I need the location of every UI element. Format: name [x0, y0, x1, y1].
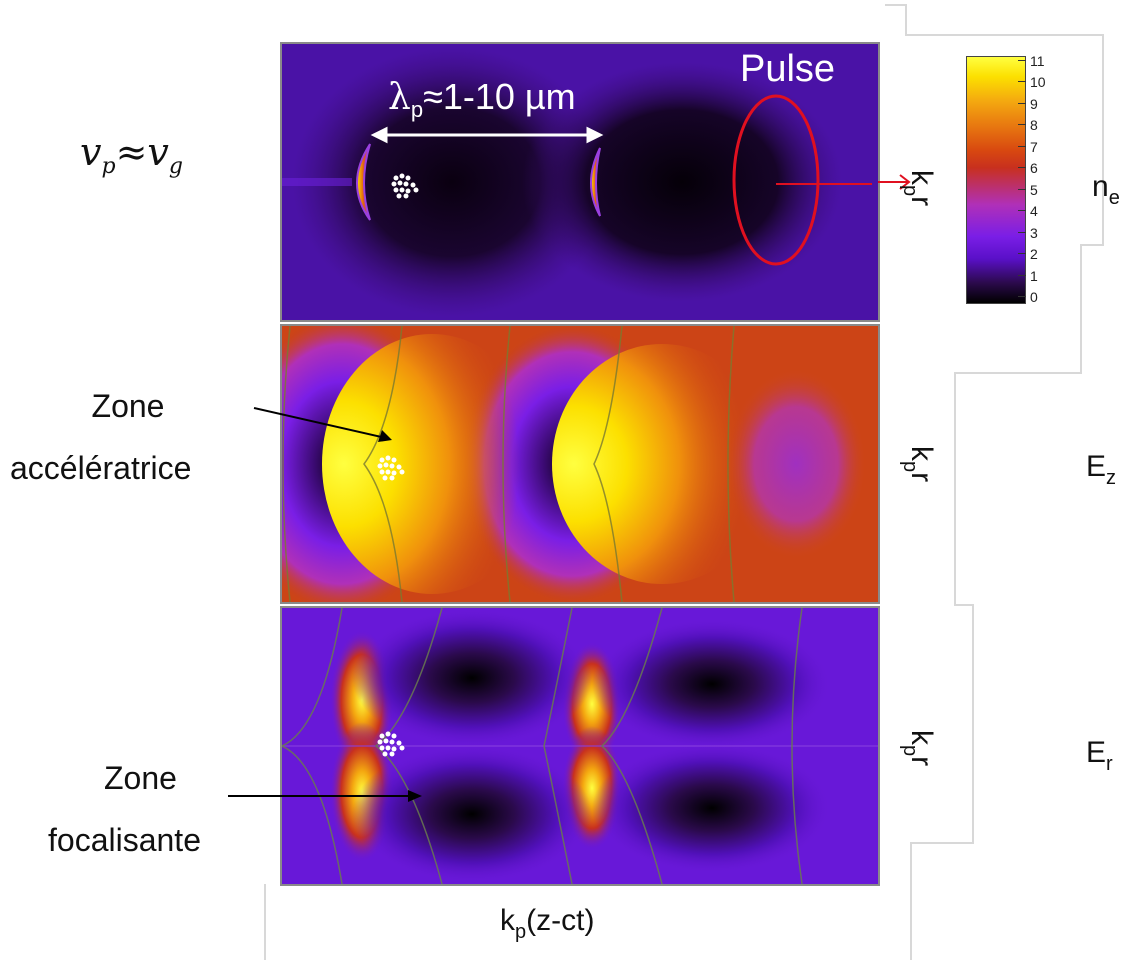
- axis-label-kpr-1: kpr: [899, 169, 939, 207]
- pulse-label: Pulse: [740, 48, 836, 90]
- colorbar-tick-mark: [1018, 296, 1026, 297]
- frame-line: [264, 884, 266, 960]
- frame-line: [905, 4, 907, 34]
- zone-focalisante-label-2: focalisante: [48, 822, 201, 858]
- density-panel: [280, 42, 880, 322]
- colorbar-tick-label: 5: [1030, 181, 1038, 198]
- colorbar-tick-label: 9: [1030, 95, 1038, 112]
- colorbar-tick-label: 3: [1030, 224, 1038, 241]
- arrow-focal-icon: [228, 790, 422, 802]
- colorbar: [966, 56, 1026, 304]
- frame-line: [954, 604, 974, 606]
- wavelength-label: λp≈1-10 µm: [388, 76, 576, 122]
- pulse-arrow-icon: [878, 174, 911, 190]
- axis-label-kpr-3: kpr: [899, 729, 939, 767]
- frame-line: [905, 34, 1103, 36]
- colorbar-tick-mark: [1018, 188, 1026, 190]
- colorbar-tick-mark: [1018, 274, 1026, 276]
- colorbar-tick-label: 11: [1030, 53, 1045, 69]
- electron-bunch-icon: [377, 731, 405, 757]
- electron-bunch-icon: [377, 455, 405, 481]
- frame-line: [1080, 244, 1082, 372]
- ez-field-panel: [280, 324, 880, 604]
- colorbar-tick-mark: [1018, 81, 1026, 83]
- frame-line: [954, 372, 1082, 374]
- frame-line: [910, 842, 974, 844]
- label-ne: ne: [1092, 170, 1120, 209]
- colorbar-tick-label: 10: [1030, 74, 1046, 91]
- colorbar-tick-label: 1: [1030, 267, 1038, 284]
- colorbar-tick-mark: [1018, 210, 1026, 212]
- colorbar-tick-label: 0: [1030, 289, 1038, 305]
- colorbar-tick-mark: [1018, 124, 1026, 126]
- electron-bunch-icon: [391, 173, 419, 199]
- colorbar-tick-mark: [1018, 60, 1026, 61]
- phase-group-velocity-formula: vp≈vg: [80, 130, 183, 179]
- colorbar-tick-label: 4: [1030, 203, 1038, 220]
- colorbar-tick-label: 6: [1030, 160, 1038, 177]
- frame-line: [972, 604, 974, 844]
- frame-line: [1102, 34, 1104, 244]
- zone-focalisante-label: Zone: [104, 760, 177, 796]
- axis-label-kp-z-ct: kp(z-ct): [500, 904, 595, 943]
- colorbar-tick-mark: [1018, 167, 1026, 169]
- colorbar-tick-mark: [1018, 253, 1026, 255]
- colorbar-tick-label: 7: [1030, 138, 1038, 155]
- frame-line: [954, 372, 956, 604]
- axis-label-kpr-2: kpr: [899, 445, 939, 483]
- label-er: Er: [1086, 736, 1113, 775]
- zone-acceleratrice-label-2: accélératrice: [10, 450, 192, 486]
- frame-line: [910, 842, 912, 960]
- er-field-panel: [280, 606, 880, 886]
- zone-acceleratrice-label: Zone: [91, 388, 165, 424]
- arrow-accel-icon: [253, 407, 392, 442]
- frame-line: [1080, 244, 1104, 246]
- colorbar-tick-mark: [1018, 102, 1026, 104]
- colorbar-tick-mark: [1018, 145, 1026, 147]
- colorbar-tick-label: 2: [1030, 246, 1038, 263]
- frame-line: [885, 4, 905, 6]
- colorbar-tick-label: 8: [1030, 117, 1038, 134]
- label-ez: Ez: [1086, 450, 1117, 489]
- colorbar-tick-mark: [1018, 231, 1026, 233]
